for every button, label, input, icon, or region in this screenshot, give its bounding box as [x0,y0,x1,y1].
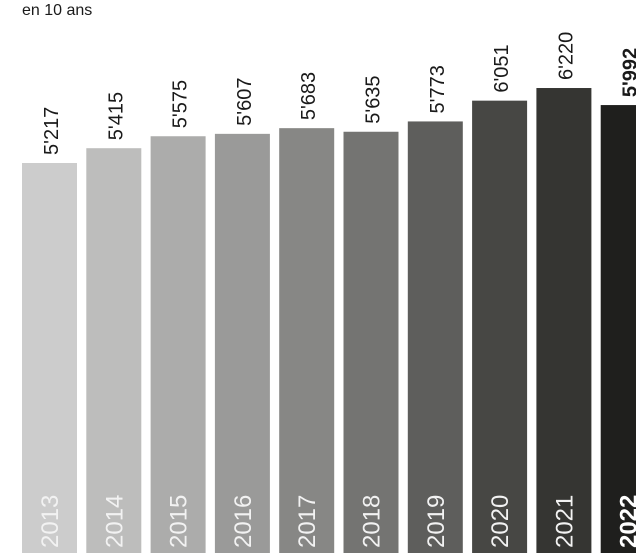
bar-2014 [86,148,142,553]
year-label-2015: 2015 [166,495,193,548]
chart-subtitle: en 10 ans [22,2,93,19]
bar-2019 [407,121,463,553]
value-label-2016: 5'607 [234,78,256,126]
value-label-2014: 5'415 [105,92,127,140]
bar-2016 [214,133,270,553]
value-label-2015: 5'575 [170,80,192,128]
value-label-2017: 5'683 [298,72,320,120]
year-label-2020: 2020 [487,495,514,548]
year-label-2022: 2022 [616,495,636,548]
value-label-2013: 5'217 [41,107,63,155]
bar-2020 [472,100,528,553]
year-label-2018: 2018 [359,495,386,548]
bar-2021 [536,88,592,553]
value-label-2020: 6'051 [491,44,513,92]
bar-2022 [600,105,636,553]
bar-2015 [150,136,206,553]
value-label-2022: 5'992 [620,48,636,97]
year-label-2016: 2016 [230,495,257,548]
value-label-2019: 5'773 [427,65,449,113]
bar-2017 [279,128,335,553]
value-label-2021: 6'220 [555,32,577,80]
year-label-2019: 2019 [423,495,450,548]
year-label-2013: 2013 [37,495,64,548]
bar-2018 [343,131,399,553]
year-label-2021: 2021 [551,495,578,548]
year-label-2017: 2017 [294,495,321,548]
year-label-2014: 2014 [101,495,128,548]
value-label-2018: 5'635 [363,75,385,123]
bar-2013 [22,163,77,553]
